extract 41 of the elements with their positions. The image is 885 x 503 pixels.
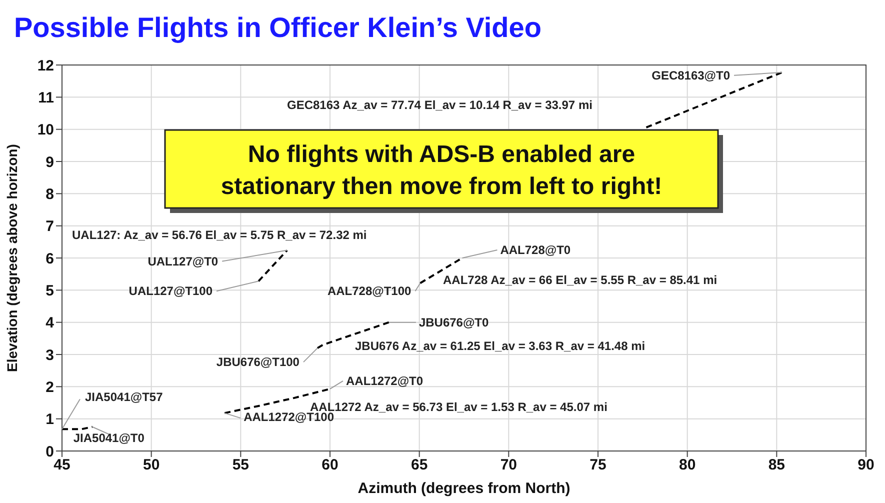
annotation: AAL728@T0 (500, 243, 571, 257)
x-tick-label: 70 (500, 456, 518, 474)
annotation: JIA5041@T0 (73, 430, 145, 445)
x-tick-label: 65 (410, 456, 428, 474)
y-tick-label: 10 (37, 122, 54, 139)
annotation: No flights with ADS-B enabled are stationary then move from left to right! (220, 141, 662, 200)
annotation: UAL127: Az_av = 56.76 El_av = 5.75 R_av = 72.32 mi (72, 228, 367, 242)
annotation: JBU676@T100 (216, 355, 300, 370)
x-tick-label: 90 (858, 456, 874, 474)
y-tick-label: 6 (46, 250, 54, 268)
annotation: AAL728 Az_av = 66 El_av = 5.55 R_av = 85.41 mi (443, 273, 718, 287)
y-tick-label: 2 (46, 378, 54, 396)
y-tick-label: 9 (46, 154, 54, 171)
annotation: AAL1272@T0 (346, 374, 424, 388)
x-tick-label: 80 (678, 456, 696, 474)
chart-title: Possible Flights in Officer Klein’s Video (14, 12, 542, 44)
annotation: GEC8163@T0 (652, 68, 730, 82)
y-tick-label: 5 (46, 282, 54, 300)
y-tick-label: 7 (46, 218, 54, 236)
annotation: UAL127@T0 (148, 254, 218, 268)
y-tick-label: 12 (37, 57, 54, 74)
x-axis-title: Azimuth (degrees from North) (358, 480, 570, 497)
x-tick-label: 50 (142, 456, 160, 474)
x-tick-label: 60 (322, 456, 338, 474)
y-tick-label: 0 (46, 443, 54, 460)
x-tick-label: 75 (590, 456, 606, 474)
annotation: AAL728@T100 (327, 284, 412, 298)
x-tick-label: 55 (232, 456, 250, 474)
x-tick-label: 45 (54, 456, 70, 474)
annotation: UAL127@T100 (128, 284, 213, 298)
annotation: JIA5041@T57 (85, 390, 164, 404)
y-tick-label: 3 (46, 346, 54, 364)
annotation: GEC8163 Az_av = 77.74 El_av = 10.14 R_av = 33.97 mi (287, 98, 592, 112)
y-tick-label: 11 (38, 89, 54, 106)
y-tick-label: 1 (46, 411, 54, 428)
y-tick-label: 4 (46, 314, 55, 332)
annotation: JBU676@T0 (418, 315, 490, 330)
y-axis-title: Elevation (degrees above horizon) (4, 144, 20, 372)
annotation: JBU676 Az_av = 61.25 El_av = 3.63 R_av = 41.48 mi (355, 339, 646, 353)
x-tick-label: 85 (768, 456, 786, 474)
y-tick-label: 8 (46, 186, 54, 203)
